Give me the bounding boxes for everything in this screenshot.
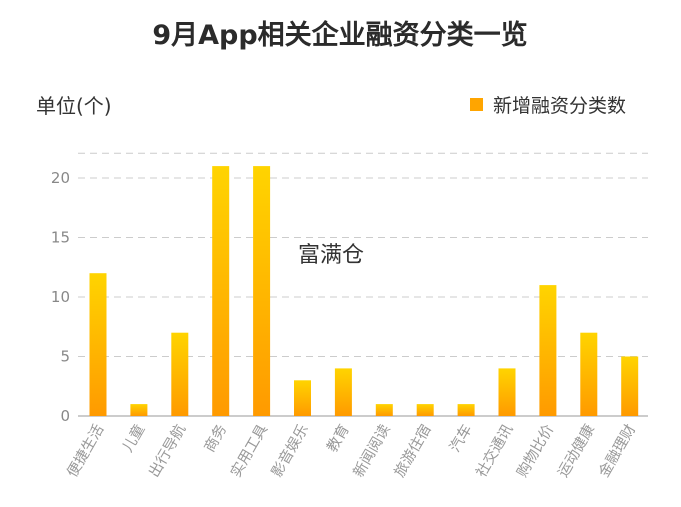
y-axis-ticks: 0 5 10 15 20 xyxy=(51,169,70,425)
x-category-label: 新闻阅读 xyxy=(350,422,394,481)
bar xyxy=(580,332,598,416)
y-tick-label: 20 xyxy=(51,169,70,187)
bar xyxy=(416,404,434,416)
y-axis-label: 单位(个) xyxy=(36,94,112,118)
x-category-label: 出行导航 xyxy=(146,421,190,480)
y-tick-label: 5 xyxy=(60,348,70,366)
gridlines xyxy=(78,152,648,417)
bar xyxy=(498,368,516,416)
x-category-label: 商务 xyxy=(201,422,230,456)
legend-swatch xyxy=(470,98,483,111)
bars xyxy=(89,166,639,416)
x-category-label: 实用工具 xyxy=(227,422,271,481)
x-category-label: 社交通讯 xyxy=(472,421,517,481)
legend: 新增融资分类数 xyxy=(470,95,626,117)
y-tick-label: 15 xyxy=(51,229,70,247)
bar xyxy=(457,404,475,416)
x-category-label: 运动健康 xyxy=(555,422,599,481)
x-category-label: 影音娱乐 xyxy=(268,422,312,481)
chart-title: 9月App相关企业融资分类一览 xyxy=(152,19,527,51)
bar xyxy=(621,356,639,416)
bar xyxy=(334,368,352,416)
bar xyxy=(539,285,557,416)
x-category-label: 金融理财 xyxy=(595,422,639,481)
bar xyxy=(89,273,107,416)
y-tick-label: 10 xyxy=(51,288,70,306)
x-category-label: 汽车 xyxy=(446,422,475,456)
legend-label: 新增融资分类数 xyxy=(493,95,626,117)
bar xyxy=(375,404,393,416)
bar xyxy=(130,404,148,416)
x-category-label: 便捷生活 xyxy=(64,422,108,481)
bar xyxy=(171,332,189,416)
watermark: 富满仓 xyxy=(298,243,364,268)
bar xyxy=(212,166,230,416)
y-tick-label: 0 xyxy=(60,407,70,425)
x-category-label: 旅游住宿 xyxy=(391,422,435,481)
x-category-label: 购物比价 xyxy=(514,421,558,480)
x-category-label: 教育 xyxy=(324,422,353,456)
x-category-label: 儿童 xyxy=(118,421,148,455)
bar xyxy=(253,166,271,416)
bar xyxy=(294,380,311,416)
